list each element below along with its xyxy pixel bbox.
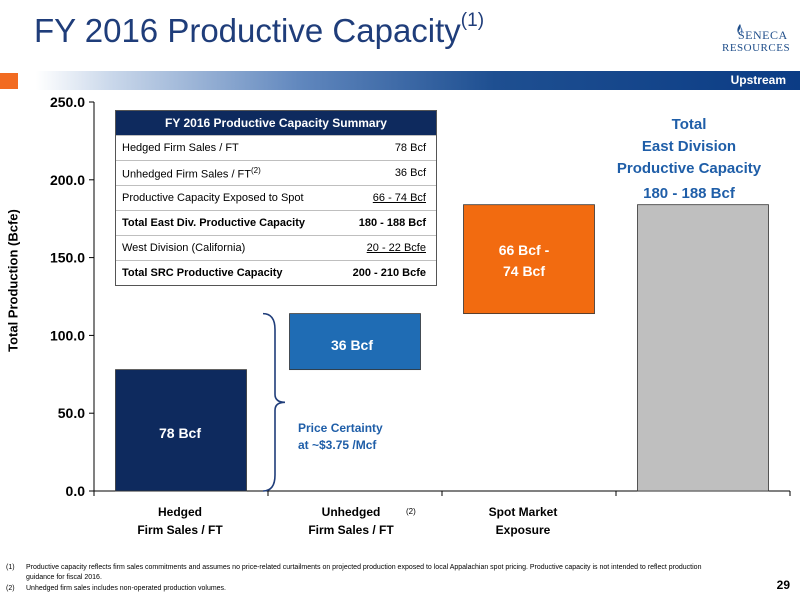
summary-row-value: 36 Bcf bbox=[394, 167, 426, 179]
y-axis-label: Total Production (Bcfe) bbox=[5, 209, 21, 352]
summary-row: Total SRC Productive Capacity 200 - 210 B… bbox=[116, 260, 436, 285]
summary-row-value: 20 - 22 Bcfe bbox=[366, 242, 426, 254]
y-tick-label: 100.0 bbox=[50, 327, 85, 343]
summary-row: Hedged Firm Sales / FT 78 Bcf bbox=[116, 135, 436, 160]
footnote-1: (1) Productive capacity reflects firm sal… bbox=[6, 563, 706, 583]
x-label-unhedged: Unhedged Firm Sales / FT bbox=[276, 503, 426, 539]
price-note-line2: at ~$3.75 /Mcf bbox=[298, 438, 377, 452]
y-tick-label: 150.0 bbox=[50, 250, 85, 266]
x-label-line1: Hedged bbox=[157, 505, 202, 519]
footnote-text: Unhedged firm sales includes non-operate… bbox=[26, 585, 227, 592]
footnote-2: (2) Unhedged firm sales includes non-oper… bbox=[6, 584, 706, 594]
x-label-line1: Spot Market bbox=[488, 505, 558, 519]
total-label-line3: Productive Capacity bbox=[616, 160, 762, 177]
bar-label-hedged: 78 Bcf bbox=[158, 425, 202, 441]
y-tick-label: 200.0 bbox=[50, 172, 85, 188]
total-east-label: Total East Division Productive Capacity … bbox=[610, 114, 768, 205]
summary-row-label: Total East Div. Productive Capacity bbox=[122, 217, 305, 229]
spot-label-line2: 74 Bcf bbox=[502, 263, 546, 279]
section-band: Upstream bbox=[36, 71, 800, 90]
logo-text-top: SENECA bbox=[738, 28, 788, 42]
x-label-hedged: Hedged Firm Sales / FT bbox=[105, 503, 255, 539]
price-certainty-note: Price Certainty at ~$3.75 /Mcf bbox=[298, 420, 383, 454]
summary-row: Productive Capacity Exposed to Spot 66 - … bbox=[116, 185, 436, 210]
summary-row-value: 180 - 188 Bcf bbox=[358, 217, 426, 229]
logo-text-bottom: RESOURCES bbox=[722, 42, 791, 54]
flame-icon bbox=[737, 24, 743, 38]
total-range-label: 180 - 188 Bcf bbox=[643, 185, 735, 202]
y-tick-label: 250.0 bbox=[50, 94, 85, 110]
page-title: FY 2016 Productive Capacity(1) bbox=[34, 10, 485, 49]
summary-table-title: FY 2016 Productive Capacity Summary bbox=[116, 111, 436, 135]
bar-2 bbox=[463, 204, 595, 315]
summary-row: Total East Div. Productive Capacity 180 -… bbox=[116, 210, 436, 235]
summary-row-footnote-ref: (2) bbox=[251, 165, 261, 175]
footnote-number: (1) bbox=[6, 564, 15, 571]
x-label-spot: Spot Market Exposure bbox=[448, 503, 598, 539]
bar-label-spot: 66 Bcf - 74 Bcf bbox=[458, 240, 590, 282]
footnote-text: Productive capacity reflects firm sales … bbox=[26, 564, 702, 581]
summary-row-value: 66 - 74 Bcf bbox=[372, 192, 426, 204]
section-label: Upstream bbox=[730, 73, 786, 87]
summary-row-label: West Division (California) bbox=[122, 242, 246, 254]
x-label-line1: Unhedged bbox=[321, 505, 381, 519]
brace-icon bbox=[262, 312, 286, 492]
spot-label-line1: 66 Bcf - bbox=[498, 242, 550, 258]
y-tick-label: 0.0 bbox=[66, 483, 86, 499]
accent-tab bbox=[0, 73, 18, 89]
x-label-line2: Exposure bbox=[495, 523, 551, 537]
summary-row-label: Productive Capacity Exposed to Spot bbox=[122, 192, 304, 204]
summary-row: Unhedged Firm Sales / FT(2) 36 Bcf bbox=[116, 160, 436, 185]
price-note-line1: Price Certainty bbox=[298, 421, 383, 435]
summary-row-label-wrap: Unhedged Firm Sales / FT(2) bbox=[122, 166, 261, 181]
bar-3 bbox=[637, 204, 769, 492]
x-label-line2: Firm Sales / FT bbox=[137, 523, 223, 537]
company-logo: SENECA RESOURCES bbox=[712, 24, 796, 68]
summary-row-label: Total SRC Productive Capacity bbox=[122, 267, 283, 279]
summary-row-value: 200 - 210 Bcfe bbox=[352, 267, 426, 279]
page-number: 29 bbox=[776, 578, 790, 592]
footnote-number: (2) bbox=[6, 585, 15, 592]
summary-row-value: 78 Bcf bbox=[394, 142, 426, 154]
total-label-line1: Total bbox=[671, 116, 707, 133]
summary-table: FY 2016 Productive Capacity Summary Hedg… bbox=[115, 110, 437, 286]
title-footnote-ref: (1) bbox=[460, 10, 485, 31]
x-label-footnote-ref: (2) bbox=[406, 507, 416, 516]
summary-row-label: Unhedged Firm Sales / FT bbox=[122, 168, 251, 181]
bar-1 bbox=[289, 313, 421, 371]
x-label-line2: Firm Sales / FT bbox=[308, 523, 394, 537]
summary-row-label: Hedged Firm Sales / FT bbox=[122, 142, 239, 154]
bar-0 bbox=[115, 369, 247, 492]
total-label-line2: East Division bbox=[641, 138, 737, 155]
summary-row: West Division (California) 20 - 22 Bcfe bbox=[116, 235, 436, 260]
bar-label-unhedged: 36 Bcf bbox=[330, 337, 374, 353]
y-tick-label: 50.0 bbox=[58, 405, 85, 421]
